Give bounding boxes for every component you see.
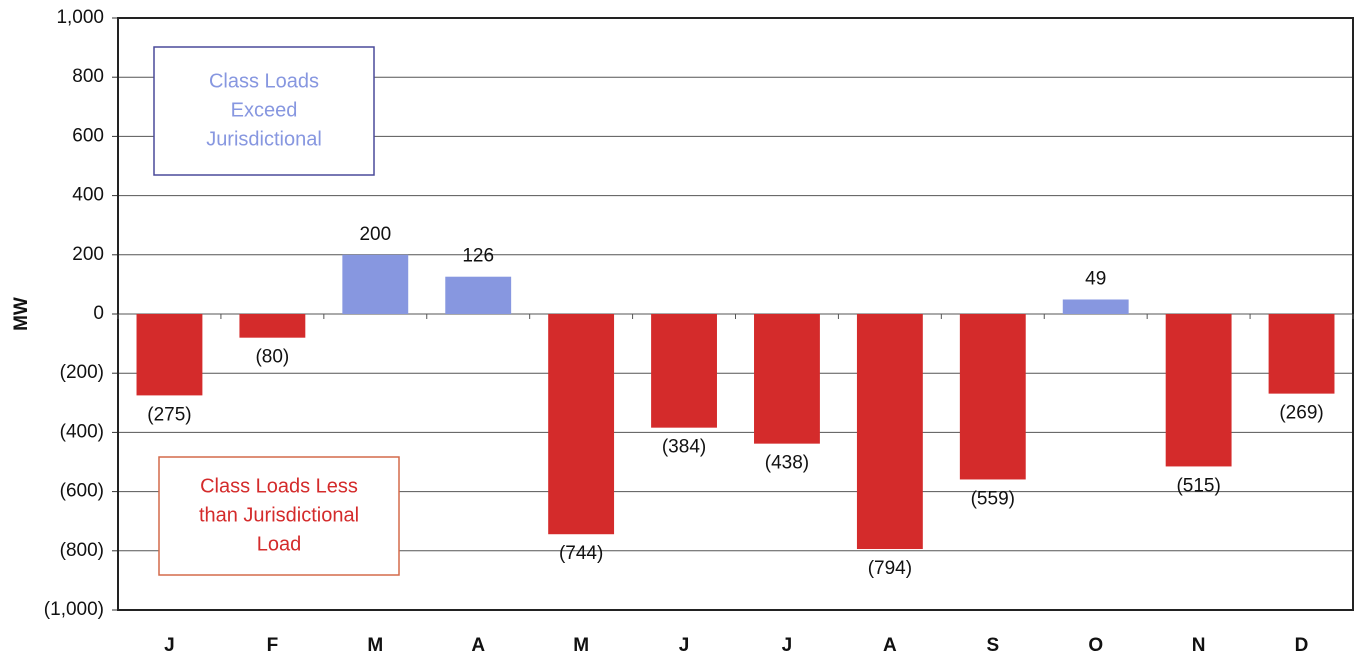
x-tick-label: F <box>267 635 279 656</box>
bar <box>1062 299 1129 314</box>
annotation-box <box>153 46 375 176</box>
y-tick-label: (800) <box>60 540 104 561</box>
y-tick-label: 200 <box>72 244 104 265</box>
annotation-text: Exceed <box>231 99 298 121</box>
x-tick-label: D <box>1295 635 1309 656</box>
bar <box>239 314 306 338</box>
x-tick-label: J <box>679 635 690 656</box>
bar <box>342 254 409 314</box>
annotation-text: Jurisdictional <box>206 128 322 150</box>
bar <box>136 314 203 396</box>
x-tick-label: A <box>883 635 897 656</box>
y-tick-label: (200) <box>60 362 104 383</box>
x-tick-label: N <box>1192 635 1206 656</box>
value-label: (744) <box>559 543 603 564</box>
bar <box>651 314 717 428</box>
annotation-box <box>158 456 400 576</box>
x-tick-label: M <box>573 635 589 656</box>
y-tick-label: 600 <box>72 125 104 146</box>
x-tick-label: O <box>1088 635 1103 656</box>
x-tick-label: J <box>164 635 175 656</box>
annotation-text: Class Loads Less <box>200 475 358 497</box>
x-tick-label: S <box>986 635 999 656</box>
value-label: 200 <box>359 224 391 245</box>
value-label: 49 <box>1085 269 1106 290</box>
y-tick-label: (1,000) <box>44 599 104 620</box>
bar <box>959 314 1026 480</box>
x-tick-label: A <box>471 635 485 656</box>
value-label: (269) <box>1279 403 1323 424</box>
value-label: (384) <box>662 437 706 458</box>
annotation-text: Load <box>257 533 302 555</box>
y-tick-label: (400) <box>60 421 104 442</box>
value-label: (515) <box>1176 475 1220 496</box>
value-label: (794) <box>868 558 912 579</box>
y-tick-label: 0 <box>93 303 104 324</box>
x-tick-label: J <box>782 635 793 656</box>
bar <box>754 314 820 444</box>
value-label: (438) <box>765 453 809 474</box>
value-label: (80) <box>255 347 289 368</box>
bar <box>1165 314 1232 467</box>
y-axis-label: MW <box>11 297 32 331</box>
annotation-text: than Jurisdictional <box>199 504 359 526</box>
bar <box>548 314 615 535</box>
bar <box>856 314 923 550</box>
value-label: (559) <box>971 488 1015 509</box>
y-tick-label: 400 <box>72 185 104 206</box>
annotation-text: Class Loads <box>209 70 319 92</box>
y-tick-label: 1,000 <box>56 7 104 28</box>
x-tick-label: M <box>367 635 383 656</box>
y-tick-label: (600) <box>60 481 104 502</box>
bar <box>445 276 512 314</box>
bar <box>1268 314 1335 394</box>
y-tick-label: 800 <box>72 66 104 87</box>
value-label: 126 <box>462 246 494 267</box>
value-label: (275) <box>147 404 191 425</box>
